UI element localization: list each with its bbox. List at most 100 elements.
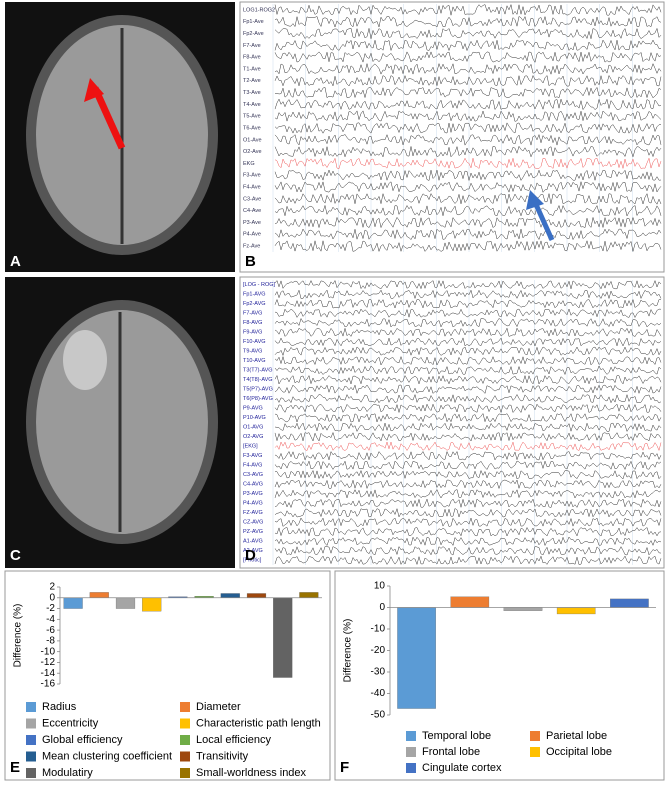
channel-label: F7-Ave: [243, 43, 261, 49]
eeg-trace: [274, 507, 662, 518]
channel-label: T4(T8)-AVG: [243, 377, 273, 383]
channel-label: A1-AVG: [243, 539, 263, 545]
eeg-trace: [274, 289, 662, 300]
eeg-trace: [274, 555, 662, 566]
eeg-trace: [274, 298, 661, 309]
channel-label: [LOG - ROG]: [243, 282, 276, 288]
legend-label: Global efficiency: [42, 734, 123, 746]
legend-label: Parietal lobe: [546, 730, 607, 742]
eeg-trace: [274, 545, 662, 556]
channel-label: T6(P8)-AVG: [243, 396, 273, 402]
y-axis-label: Difference (%): [13, 604, 24, 668]
legend-label: Small-worldness index: [196, 767, 307, 779]
y-tick-label: -20: [371, 645, 386, 656]
channel-label: F8-AVG: [243, 320, 262, 326]
eeg-trace: [274, 337, 662, 347]
channel-label: P3-Ave: [243, 220, 261, 226]
panel-label: D: [245, 547, 256, 564]
channel-label: P10-AVG: [243, 415, 266, 421]
eeg-trace: [274, 422, 662, 433]
legend-swatch: [406, 763, 416, 773]
channel-label: P4-AVG: [243, 501, 263, 507]
channel-label: Fp2-Ave: [243, 31, 264, 37]
channel-label: EKG: [243, 161, 255, 167]
channel-label: T4-Ave: [243, 102, 261, 108]
legend-swatch: [26, 735, 36, 745]
eeg-trace: [274, 3, 662, 16]
eeg-trace: [274, 441, 662, 452]
bar: [450, 596, 490, 608]
channel-label: T6-Ave: [243, 125, 261, 131]
channel-label: T2-Ave: [243, 78, 261, 84]
channel-label: F7-AVG: [243, 311, 262, 317]
channel-label: P9-AVG: [243, 406, 263, 412]
eeg-trace: [274, 479, 662, 490]
channel-label: A2-AVG: [243, 548, 263, 554]
bar: [299, 592, 319, 598]
y-tick-label: -2: [46, 603, 55, 614]
channel-label: P3-AVG: [243, 491, 263, 497]
y-tick-label: -50: [371, 710, 386, 721]
channel-label: F9-AVG: [243, 330, 262, 336]
eeg-trace: [274, 157, 662, 170]
channel-label: PZ-AVG: [243, 529, 263, 535]
channel-label: F3-AVG: [243, 453, 262, 459]
channel-label: [Photic]: [243, 558, 262, 564]
eeg-trace: [274, 15, 662, 28]
y-tick-label: -14: [41, 668, 56, 679]
eeg-trace: [274, 192, 662, 205]
channel-label: O2-Ave: [243, 149, 262, 155]
eeg-trace: [274, 216, 662, 229]
legend-swatch: [530, 731, 540, 741]
eeg-trace: [274, 308, 662, 319]
bar: [63, 597, 83, 609]
channel-label: CZ-AVG: [243, 520, 263, 526]
legend-label: Characteristic path length: [196, 717, 321, 729]
eeg-trace: [274, 327, 662, 337]
y-tick-label: -12: [41, 657, 56, 668]
eeg-trace: [274, 393, 662, 404]
eeg-trace: [274, 86, 662, 99]
legend-swatch: [26, 718, 36, 729]
y-tick-label: 2: [49, 582, 55, 593]
eeg-trace: [274, 374, 662, 385]
y-tick-label: -10: [41, 646, 56, 657]
legend-label: Cingulate cortex: [422, 762, 502, 774]
legend-swatch: [180, 735, 190, 745]
legend-label: Diameter: [196, 701, 241, 713]
y-axis-label: Difference (%): [343, 619, 354, 683]
legend-label: Radius: [42, 701, 77, 713]
eeg-trace: [274, 498, 662, 509]
eeg-trace: [274, 51, 662, 63]
y-tick-label: 0: [379, 602, 385, 613]
legend-label: Mean clustering coefficient: [42, 750, 172, 762]
channel-label: T9-AVG: [243, 349, 262, 355]
brain: [36, 310, 208, 534]
eeg-trace: [274, 228, 662, 241]
eeg-trace: [274, 145, 662, 158]
channel-label: F10-AVG: [243, 339, 266, 345]
panel-label: C: [10, 547, 21, 564]
bar: [273, 597, 293, 678]
legend-swatch: [406, 731, 416, 741]
channel-label: O2-AVG: [243, 434, 263, 440]
y-tick-label: 0: [49, 592, 55, 603]
channel-label: LOG1-ROG2: [243, 7, 275, 13]
legend-label: Temporal lobe: [422, 730, 491, 742]
bar: [397, 607, 436, 709]
y-tick-label: -30: [371, 667, 386, 678]
arrow: [91, 86, 126, 150]
eeg-trace: [274, 180, 662, 193]
legend-label: Eccentricity: [42, 717, 99, 729]
y-tick-label: -6: [46, 625, 55, 636]
channel-label: T1-Ave: [243, 66, 261, 72]
channel-label: T5-Ave: [243, 114, 261, 120]
channel-label: T10-AVG: [243, 358, 266, 364]
bar: [246, 593, 267, 598]
channel-label: T3-Ave: [243, 90, 261, 96]
bar: [142, 597, 162, 612]
eeg-trace: [274, 431, 662, 442]
eeg-trace: [274, 27, 662, 40]
eeg-trace: [274, 279, 662, 290]
